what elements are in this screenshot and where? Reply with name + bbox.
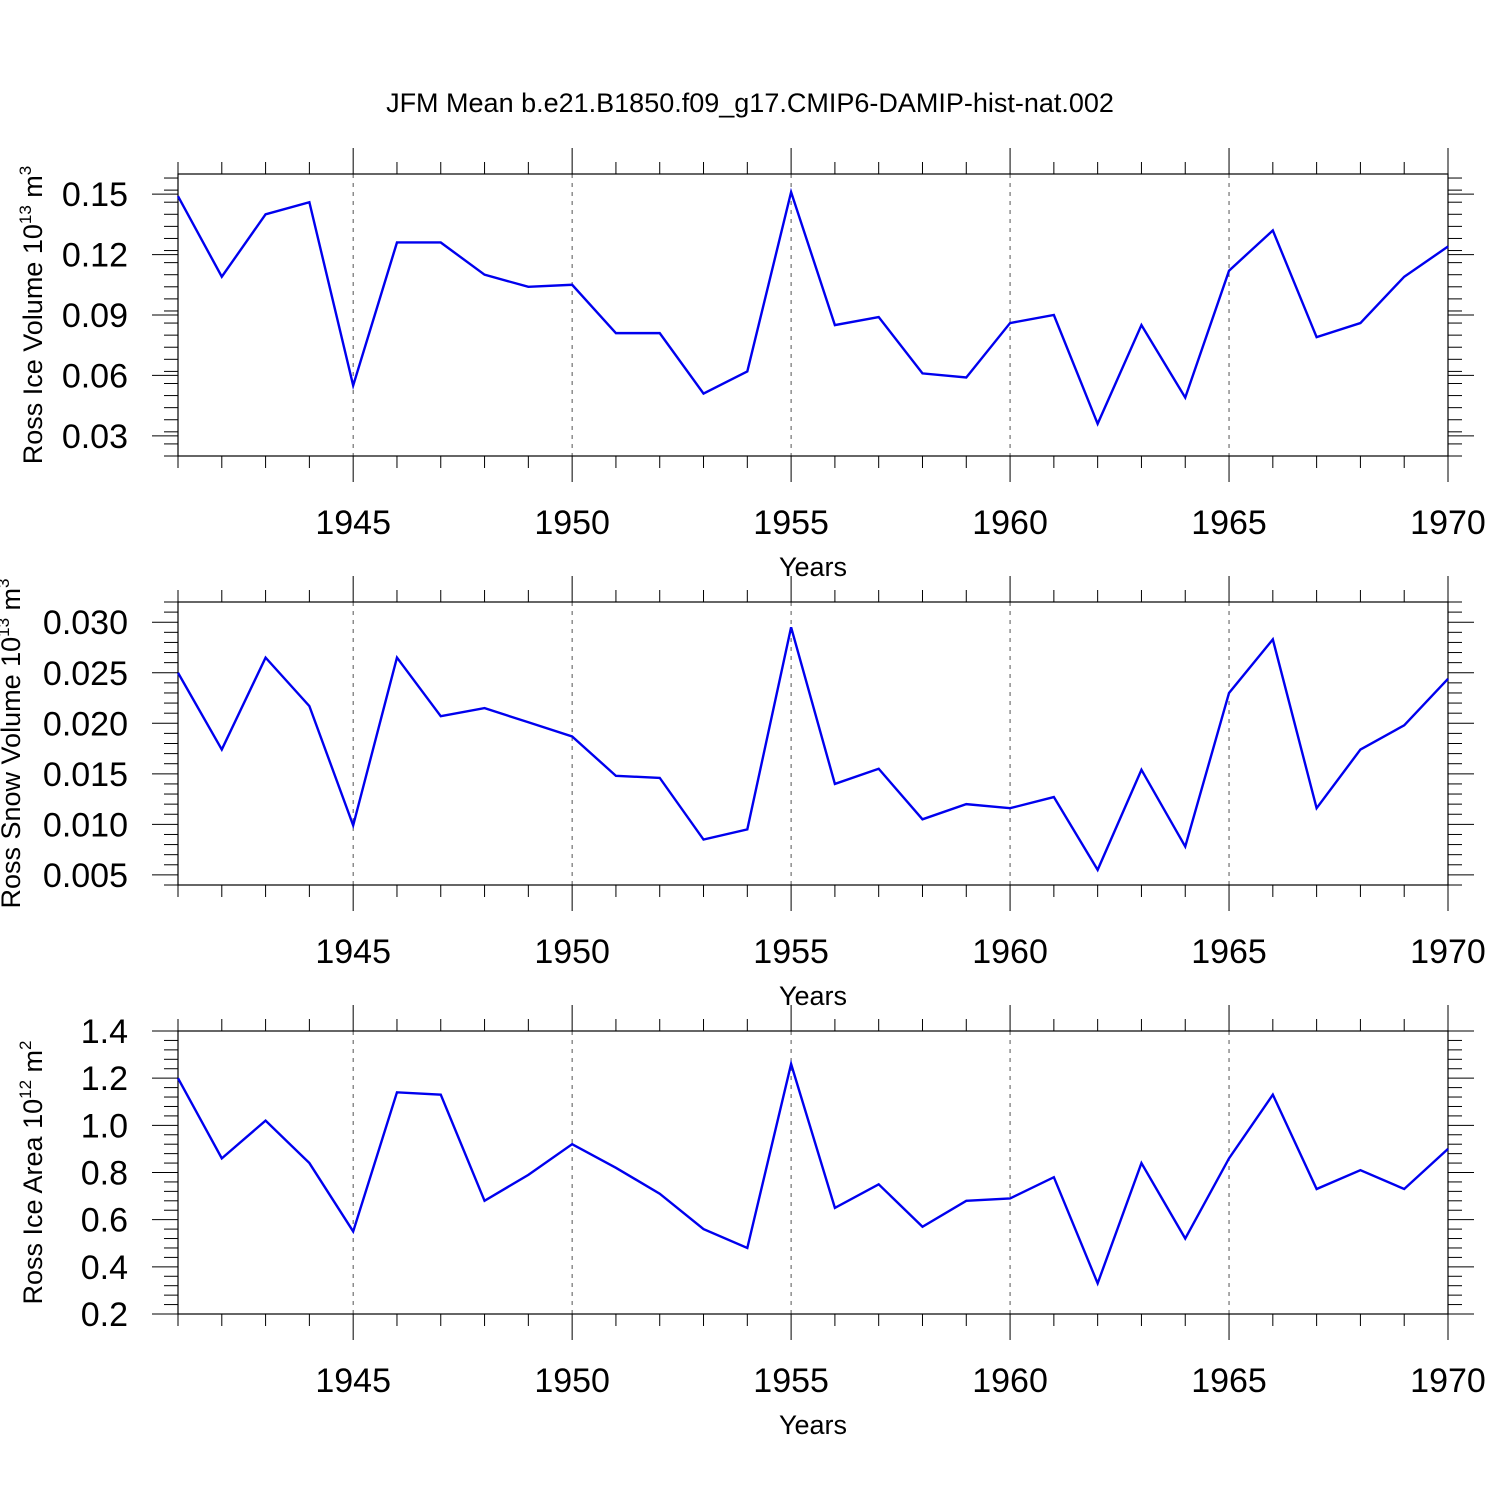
x-axis-label: Years	[779, 1410, 847, 1440]
x-tick-label: 1960	[972, 933, 1048, 971]
y-tick-label: 0.005	[43, 857, 128, 895]
x-axis-label: Years	[779, 981, 847, 1011]
x-tick-label: 1955	[753, 1362, 829, 1400]
y-tick-label: 0.6	[81, 1202, 128, 1240]
x-tick-label: 1965	[1191, 933, 1267, 971]
y-tick-label: 1.4	[81, 1013, 128, 1051]
x-tick-label: 1955	[753, 933, 829, 971]
plot-frame	[177, 1030, 1449, 1315]
x-tick-label: 1950	[534, 933, 610, 971]
x-tick-label: 1955	[753, 504, 829, 542]
y-axis-label: Ross Ice Area 1012 m2	[16, 1040, 48, 1304]
y-axis-label: Ross Snow Volume 1013 m3	[0, 578, 26, 908]
x-tick-label: 1960	[972, 1362, 1048, 1400]
x-tick-label: 1960	[972, 504, 1048, 542]
x-tick-label: 1970	[1410, 504, 1486, 542]
y-tick-label: 0.010	[43, 806, 128, 844]
data-series-line	[176, 1059, 1449, 1287]
y-tick-label: 0.03	[62, 418, 128, 456]
panel-2: 1945 1950 1955 1960 1965 1970 Years 0.005 0.010 0…	[0, 576, 1486, 1011]
y-tick-label: 0.12	[62, 237, 128, 275]
data-series-line	[176, 187, 1449, 427]
x-tick-label: 1965	[1191, 1362, 1267, 1400]
y-tick-label: 1.2	[81, 1060, 128, 1098]
y-tick-label: 1.0	[81, 1107, 128, 1145]
x-tick-label: 1945	[315, 933, 391, 971]
figure-title: JFM Mean b.e21.B1850.f09_g17.CMIP6-DAMIP…	[386, 88, 1114, 118]
x-tick-label: 1945	[315, 1362, 391, 1400]
y-tick-label: 0.020	[43, 705, 128, 743]
y-tick-label: 0.030	[43, 604, 128, 642]
y-tick-label: 0.015	[43, 756, 128, 794]
plot-frame	[177, 173, 1449, 457]
x-tick-label: 1945	[315, 504, 391, 542]
y-tick-label: 0.4	[81, 1249, 128, 1287]
y-axis-label: Ross Ice Volume 1013 m3	[16, 166, 48, 465]
x-axis-label: Years	[779, 552, 847, 582]
x-tick-label: 1965	[1191, 504, 1267, 542]
y-tick-label: 0.025	[43, 655, 128, 693]
x-tick-label: 1970	[1410, 1362, 1486, 1400]
y-tick-label: 0.8	[81, 1155, 128, 1193]
panel-3: 1945 1950 1955 1960 1965 1970 Years 0.2 0.4 0.6 0.…	[16, 1005, 1486, 1440]
plot-frame	[177, 601, 1449, 886]
y-tick-label: 0.09	[62, 297, 128, 335]
data-series-line	[176, 626, 1449, 873]
y-tick-label: 0.06	[62, 357, 128, 395]
panel-1: 1945 1950 1955 1960 1965 1970 Years 0.03 0.06 0.0…	[16, 148, 1486, 582]
x-tick-label: 1950	[534, 1362, 610, 1400]
x-tick-label: 1950	[534, 504, 610, 542]
x-tick-label: 1970	[1410, 933, 1486, 971]
y-tick-label: 0.15	[62, 176, 128, 214]
y-tick-label: 0.2	[81, 1296, 128, 1334]
